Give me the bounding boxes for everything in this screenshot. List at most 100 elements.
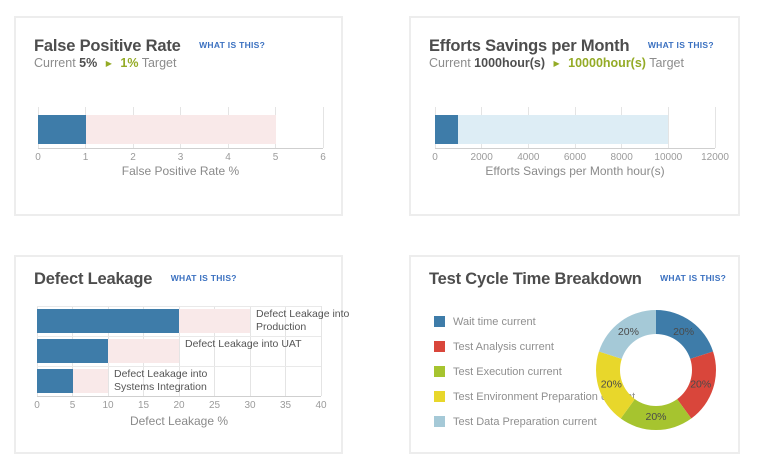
legend-label: Test Execution current	[453, 366, 562, 378]
target-value: 10000hour(s)	[568, 56, 646, 70]
tick-label: 0	[35, 152, 41, 163]
efforts-savings-chart: 0 2000 4000 6000 8000 10000 12000 Efforts Savin…	[432, 107, 729, 212]
tick-label: 4000	[517, 152, 540, 163]
current-value: 5%	[79, 56, 98, 70]
legend-item: Wait time current	[434, 316, 635, 328]
tick-label: 15	[137, 400, 150, 411]
x-axis-line	[38, 148, 323, 149]
what-is-this-link[interactable]: WHAT IS THIS?	[199, 40, 266, 50]
donut-legend: Wait time current Test Analysis current Te…	[434, 316, 635, 441]
tick-label: 0	[34, 400, 40, 411]
row-separator-line	[37, 306, 321, 307]
target-value: 1%	[120, 56, 139, 70]
false-positive-rate-chart: 0 1 2 3 4 5 6 False Positive Rate %	[35, 107, 326, 212]
donut-segment	[598, 310, 656, 359]
legend-label: Test Environment Preparation current	[453, 391, 636, 403]
legend-swatch	[434, 341, 445, 352]
current-label: Current	[429, 56, 471, 70]
arrow-right-icon: ▶	[105, 59, 112, 68]
legend-label: Wait time current	[453, 316, 536, 328]
bar-row-label: Defect Leakage into UAT	[185, 338, 302, 350]
grid-line	[275, 107, 276, 148]
tick-label: 0	[432, 152, 438, 163]
what-is-this-link[interactable]: WHAT IS THIS?	[170, 273, 237, 283]
tick-label: 2	[130, 152, 136, 163]
current-label: Current	[34, 56, 76, 70]
tick-label: 5	[272, 152, 279, 163]
arrow-right-icon: ▶	[553, 59, 560, 68]
measure-bar	[37, 309, 179, 333]
donut-segment-label: 20%	[618, 326, 639, 338]
current-value: 1000hour(s)	[474, 56, 546, 70]
tick-label: 6	[320, 152, 326, 163]
legend-swatch	[434, 366, 445, 377]
tick-label: 3	[177, 152, 184, 163]
page-title: Defect Leakage	[34, 270, 153, 288]
donut-segment	[677, 351, 716, 419]
tick-label: 25	[208, 400, 221, 411]
measure-bar	[37, 369, 73, 393]
donut-segment-label: 20%	[690, 378, 711, 390]
x-axis-line	[435, 148, 715, 149]
x-axis-title: Defect Leakage %	[129, 414, 229, 428]
range-bar	[435, 115, 669, 144]
donut-segment	[596, 351, 635, 419]
donut-chart-svg: 20% 20% 20% 20% 20%	[596, 310, 716, 431]
legend-label: Test Analysis current	[453, 341, 554, 353]
tick-label: 30	[244, 400, 256, 411]
grid-line	[214, 306, 215, 396]
card-header: False Positive Rate WHAT IS THIS?	[34, 37, 333, 56]
card-header: Test Cycle Time Breakdown WHAT IS THIS?	[429, 270, 730, 289]
tick-label: 8000	[610, 152, 633, 163]
donut-segment	[656, 310, 714, 359]
card-efforts-savings-per-month: Efforts Savings per Month WHAT IS THIS? …	[409, 16, 740, 216]
legend-item: Test Environment Preparation current	[434, 391, 635, 403]
measure-bar	[37, 339, 108, 363]
x-axis-title: Efforts Savings per Month hour(s)	[485, 164, 665, 178]
tick-label: 1	[82, 152, 89, 163]
donut-segment	[620, 399, 692, 431]
what-is-this-link[interactable]: WHAT IS THIS?	[647, 40, 714, 50]
row-separator-line	[37, 366, 321, 367]
row-separator-line	[37, 336, 321, 337]
donut-segment-label: 20%	[673, 326, 694, 338]
page-title: Efforts Savings per Month	[429, 37, 630, 55]
tick-label: 6000	[563, 152, 587, 163]
page-title: False Positive Rate	[34, 37, 181, 55]
test-cycle-donut-chart: 20% 20% 20% 20% 20%	[594, 308, 718, 432]
legend-item: Test Execution current	[434, 366, 635, 378]
tick-label: 10000	[654, 152, 683, 163]
bar-row-label: Defect Leakage into Production	[256, 308, 350, 333]
tick-label: 4	[225, 152, 231, 163]
card-header: Defect Leakage WHAT IS THIS?	[34, 270, 333, 289]
legend-item: Test Data Preparation current	[434, 416, 635, 428]
legend-label: Test Data Preparation current	[453, 416, 597, 428]
x-axis-line	[37, 396, 321, 397]
measure-bar	[435, 115, 459, 144]
grid-line	[178, 306, 180, 396]
measure-bar	[38, 115, 86, 144]
target-label: Target	[649, 56, 684, 70]
tick-label: 12000	[701, 152, 729, 163]
legend-swatch	[434, 391, 445, 402]
donut-segment-label: 20%	[645, 411, 666, 423]
legend-swatch	[434, 416, 445, 427]
target-label: Target	[141, 56, 177, 70]
grid-line	[714, 107, 716, 148]
legend-item: Test Analysis current	[434, 341, 635, 353]
grid-line	[320, 306, 322, 396]
current-target-summary: Current 5% ▶ 1% Target	[34, 56, 176, 70]
grid-line	[249, 306, 251, 396]
donut-segment-label: 20%	[601, 378, 622, 390]
tick-label: 20	[173, 400, 185, 411]
grid-line	[667, 107, 669, 148]
what-is-this-link[interactable]: WHAT IS THIS?	[660, 273, 727, 283]
defect-leakage-chart: 0 5 10 15 20 25 30 35 40 Defect Leakage into Prod…	[34, 306, 349, 436]
tick-label: 35	[279, 400, 292, 411]
legend-swatch	[434, 316, 445, 327]
grid-line	[322, 107, 324, 148]
bar-row-label: Defect Leakage into Systems Integration	[114, 368, 208, 393]
grid-line	[285, 306, 286, 396]
tick-label: 5	[69, 400, 76, 411]
tick-label: 40	[315, 400, 327, 411]
